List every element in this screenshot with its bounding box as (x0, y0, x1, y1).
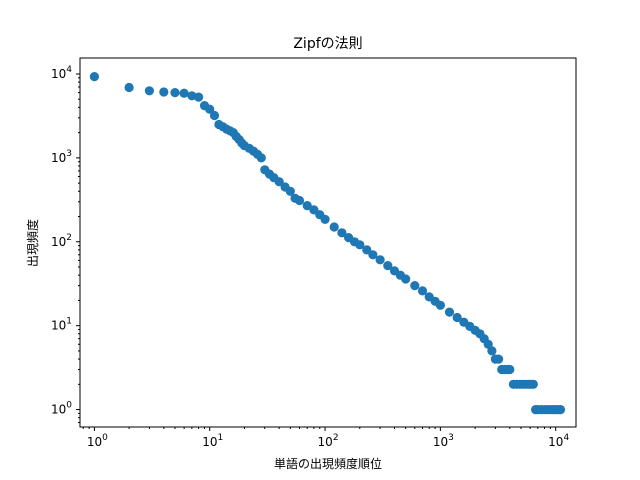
data-point-0 (89, 72, 99, 82)
data-point-54 (452, 312, 462, 323)
data-point-63 (494, 354, 504, 364)
data-point-42 (368, 250, 378, 260)
data-point-37 (337, 228, 347, 238)
data-point-61 (487, 346, 497, 356)
data-point-47 (401, 274, 411, 284)
data-point-40 (355, 240, 365, 250)
data-point-32 (302, 201, 312, 211)
plot-frame (79, 57, 577, 428)
x-tick-label-2: 102 (318, 433, 339, 449)
data-point-53 (444, 307, 455, 317)
data-point-29 (285, 186, 295, 196)
data-point-2 (144, 86, 154, 96)
data-point-52 (435, 300, 445, 310)
data-point-4 (170, 88, 180, 98)
x-tick-label-4: 104 (548, 433, 569, 449)
y-tick-label-3: 103 (51, 149, 72, 165)
data-point-35 (320, 214, 330, 224)
x-tick-label-0: 100 (87, 433, 108, 449)
data-point-7 (194, 92, 204, 102)
data-point-10 (209, 110, 220, 121)
x-tick-label-1: 101 (202, 433, 223, 449)
data-point-5 (179, 88, 189, 98)
y-tick-label-1: 101 (51, 317, 72, 333)
y-tick-label-0: 100 (51, 401, 72, 417)
data-point-44 (383, 261, 393, 271)
data-point-85 (555, 405, 566, 415)
data-point-43 (375, 255, 385, 265)
data-point-67 (505, 364, 515, 375)
data-point-49 (417, 286, 428, 296)
y-tick-label-2: 102 (51, 233, 72, 249)
data-point-23 (256, 153, 266, 163)
data-point-36 (329, 222, 339, 232)
x-tick-label-3: 103 (433, 433, 454, 449)
data-point-75 (528, 379, 538, 389)
data-point-1 (124, 82, 134, 93)
y-axis-label: 出現頻度 (25, 219, 40, 267)
data-point-9 (205, 104, 215, 114)
data-point-48 (410, 281, 420, 291)
data-point-3 (159, 87, 169, 97)
x-axis-label: 単語の出現頻度順位 (274, 456, 382, 471)
data-point-31 (294, 195, 305, 206)
data-point-27 (274, 177, 284, 187)
data-point-41 (362, 245, 372, 255)
y-tick-label-4: 104 (51, 65, 72, 81)
data-points (89, 72, 566, 415)
chart-title: Zipfの法則 (293, 36, 362, 52)
axis-ticks: 100 101 102 103 104 100 101 102 103 104 (51, 65, 569, 449)
